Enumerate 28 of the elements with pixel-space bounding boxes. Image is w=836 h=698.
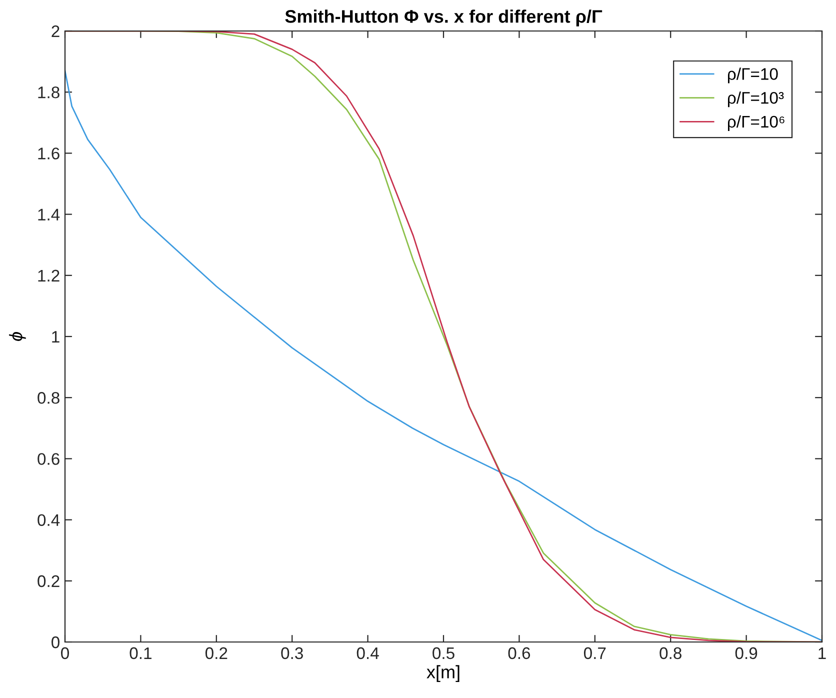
y-tick-label: 1 (52, 331, 60, 343)
x-axis-title: x[m] (426, 665, 460, 682)
y-tick-label: 0.8 (38, 392, 60, 404)
y-tick-label: 1.2 (38, 270, 60, 282)
x-tick-label: 0.5 (432, 647, 454, 660)
y-tick-label: 0.4 (38, 514, 60, 526)
x-tick-label: 1 (818, 647, 826, 659)
chart-title: Smith-Hutton Φ vs. x for different ρ/Γ (285, 10, 602, 26)
x-tick-label: 0.1 (130, 647, 152, 660)
x-tick-label: 0.9 (735, 647, 758, 660)
legend-label: ρ/Γ=10⁶ (728, 115, 784, 131)
y-tick-label: 1.4 (38, 208, 60, 220)
x-tick-label: 0.8 (660, 647, 682, 660)
x-tick-label: 0.7 (584, 647, 606, 660)
y-tick-label: 2 (52, 25, 60, 38)
y-tick-label: 0 (52, 636, 60, 648)
legend-label: ρ/Γ=10 (728, 68, 778, 84)
y-axis-title: ϕ (9, 332, 26, 341)
y-tick-label: 1.8 (38, 86, 60, 98)
y-tick-label: 0.2 (38, 575, 60, 588)
x-tick-label: 0.3 (281, 647, 303, 660)
y-tick-label: 0.6 (38, 453, 60, 465)
x-tick-label: 0.4 (356, 647, 379, 660)
x-tick-label: 0.6 (508, 647, 530, 660)
y-tick-label: 1.6 (38, 148, 60, 160)
x-tick-label: 0.2 (205, 647, 228, 660)
x-tick-label: 0 (61, 647, 69, 660)
legend-label: ρ/Γ=10³ (728, 92, 784, 108)
